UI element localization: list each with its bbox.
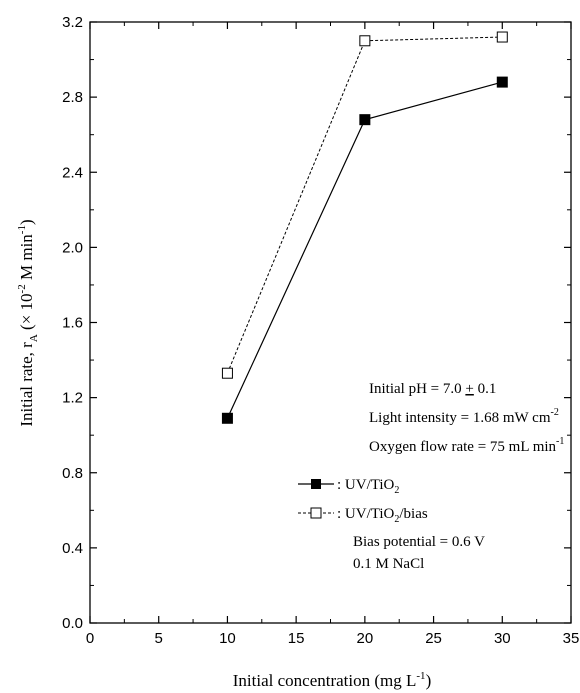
annotation-ph-pm: +	[465, 381, 473, 397]
y-axis-title-mid2: M min	[17, 234, 36, 285]
y-tick-label: 0.4	[62, 540, 83, 557]
annotation-ph: Initial pH = 7.0 + 0.1	[369, 381, 496, 397]
y-axis-title-sup1: -2	[16, 284, 28, 293]
y-axis-title-sub: A	[28, 334, 40, 342]
x-tick-label: 30	[494, 630, 511, 647]
y-axis-title-end: )	[17, 219, 36, 225]
y-axis-title-sup2: -1	[16, 225, 28, 234]
x-tick-label: 35	[563, 630, 580, 647]
x-tick-label: 0	[86, 630, 94, 647]
y-tick-label: 2.8	[62, 89, 83, 106]
x-tick-label: 25	[425, 630, 442, 647]
annotation-oxygen: Oxygen flow rate = 75 mL min-1	[369, 436, 564, 455]
y-tick-label: 2.0	[62, 239, 83, 256]
y-tick-label: 3.2	[62, 14, 83, 31]
annotation-nacl: 0.1 M NaCl	[353, 556, 424, 572]
annotation-ph-pre: Initial pH = 7.0	[369, 381, 465, 397]
legend-label-uv-tio2-bias-sub: 2	[394, 514, 399, 525]
x-tick-label: 10	[219, 630, 236, 647]
annotation-oxygen-pre: Oxygen flow rate = 75 mL min	[369, 439, 557, 455]
y-tick-label: 1.2	[62, 390, 83, 407]
legend-label-uv-tio2: : UV/TiO2	[337, 477, 399, 496]
series-0-point	[496, 76, 508, 88]
annotation-light-pre: Light intensity = 1.68 mW cm	[369, 410, 551, 426]
series-0-point	[359, 114, 371, 126]
series-1-point	[359, 35, 371, 47]
legend-label-uv-tio2-bias-end: /bias	[399, 506, 427, 522]
annotation-ph-post: 0.1	[474, 381, 497, 397]
tick-labels: 0 5 10 15 20 25 30 35 0.0 0.4 0.8 1.2 1.6 2.0 2.4 2.8 3.…	[62, 14, 579, 647]
x-axis-title-main: Initial concentration (mg L	[233, 671, 417, 690]
annotation-bias: Bias potential = 0.6 V	[353, 534, 485, 550]
annotation-light: Light intensity = 1.68 mW cm-2	[369, 407, 559, 426]
y-axis-title-mid: (× 10	[17, 293, 36, 334]
y-axis-title: Initial rate, rA (× 10-2 M min-1)	[16, 219, 40, 426]
y-tick-label: 1.6	[62, 315, 83, 332]
legend-label-uv-tio2-bias: : UV/TiO2/bias	[337, 506, 428, 525]
y-axis-title-main: Initial rate, r	[17, 342, 36, 427]
series-line-1	[226, 36, 503, 374]
x-tick-label: 15	[288, 630, 305, 647]
axis-ticks	[89, 21, 572, 624]
series-layer	[221, 31, 508, 424]
series-1-point	[221, 367, 233, 379]
legend-marker-uv-tio2-bias	[310, 507, 322, 519]
series-0-point	[221, 412, 233, 424]
legend-label-uv-tio2-sub: 2	[394, 485, 399, 496]
legend-label-uv-tio2-bias-main: : UV/TiO	[337, 506, 395, 522]
legend: : UV/TiO2 : UV/TiO2/bias Bias potential …	[298, 477, 485, 572]
x-axis-title-sup: -1	[416, 670, 425, 682]
y-tick-label: 2.4	[62, 164, 83, 181]
legend-label-uv-tio2-main: : UV/TiO	[337, 477, 395, 493]
series-1-point	[496, 31, 508, 43]
plot-frame	[89, 21, 572, 624]
x-axis-title: Initial concentration (mg L-1)	[233, 670, 431, 690]
x-tick-label: 20	[357, 630, 374, 647]
x-axis-title-end: )	[426, 671, 432, 690]
series-line-0	[226, 81, 503, 419]
legend-marker-uv-tio2	[311, 479, 321, 489]
annotation-oxygen-sup: -1	[556, 436, 564, 447]
y-tick-label: 0.8	[62, 465, 83, 482]
annotation-light-sup: -2	[551, 407, 559, 418]
y-tick-label: 0.0	[62, 615, 83, 632]
x-tick-label: 5	[155, 630, 163, 647]
